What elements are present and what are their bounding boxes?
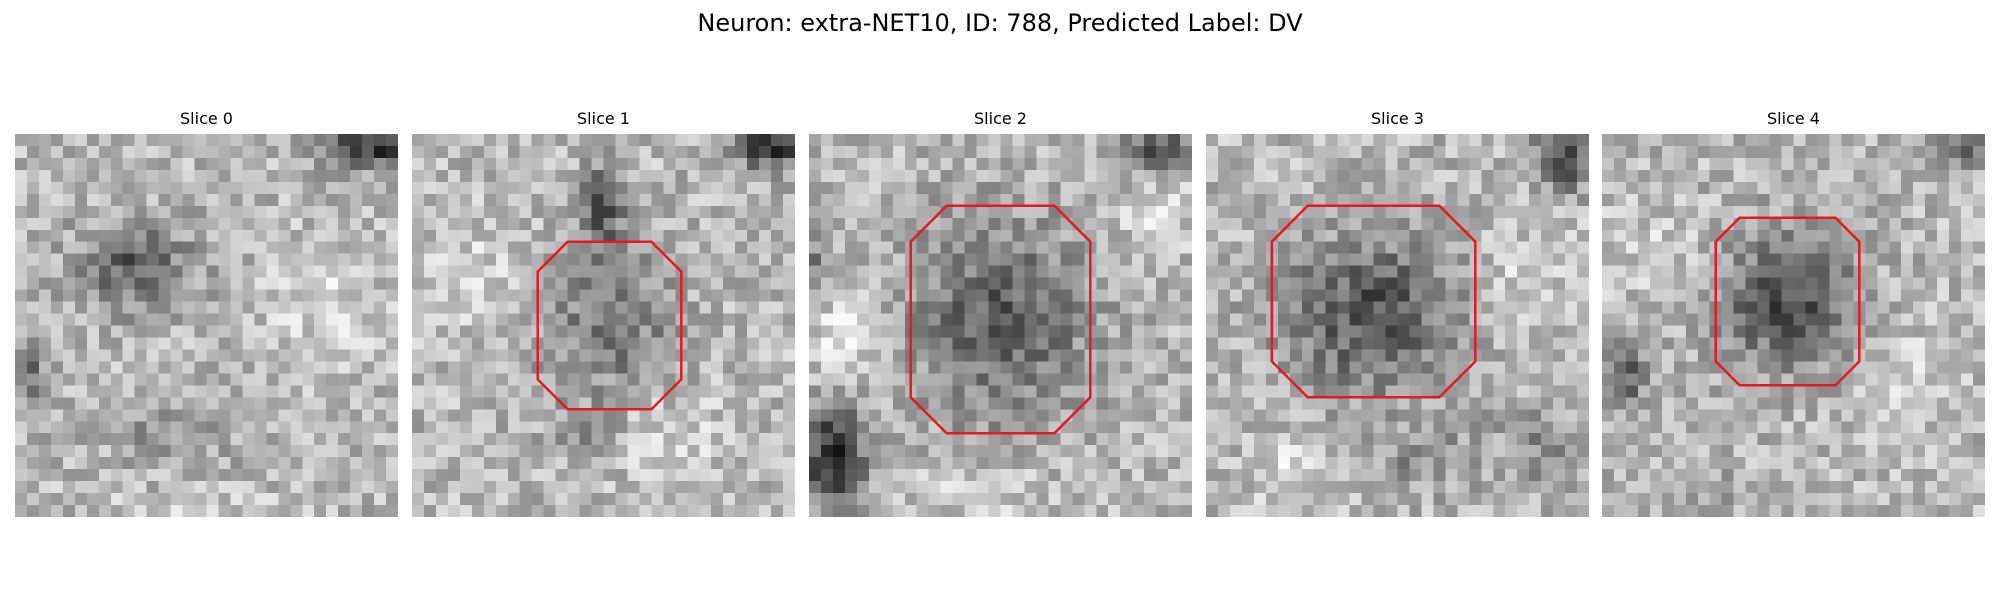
slice-title: Slice 3 xyxy=(1371,109,1424,128)
figure-title: Neuron: extra-NET10, ID: 788, Predicted … xyxy=(697,9,1303,37)
slice-title: Slice 4 xyxy=(1767,109,1820,128)
slice-image-svg xyxy=(412,134,795,517)
slice-panel-4: Slice 4 xyxy=(1602,0,1985,520)
neuron-contour xyxy=(536,240,683,411)
slice-image xyxy=(1602,134,1985,517)
slice-panel-3: Slice 3 xyxy=(1206,0,1589,520)
neuron-contour xyxy=(1714,216,1861,387)
slice-image xyxy=(1206,134,1589,517)
slice-title: Slice 0 xyxy=(180,109,233,128)
neuron-contour xyxy=(909,204,1092,435)
pixel-grid xyxy=(412,134,795,517)
slice-image-svg xyxy=(15,134,398,517)
slice-image-svg xyxy=(1602,134,1985,517)
pixel-grid xyxy=(1206,134,1589,517)
slice-panel-2: Slice 2 xyxy=(809,0,1192,520)
slice-title: Slice 2 xyxy=(974,109,1027,128)
slice-image xyxy=(809,134,1192,517)
pixel-grid xyxy=(1602,134,1985,517)
slice-image-svg xyxy=(809,134,1192,517)
slice-image-svg xyxy=(1206,134,1589,517)
slice-panel-0: Slice 0 xyxy=(15,0,398,520)
slice-panel-1: Slice 1 xyxy=(412,0,795,520)
neuron-contour xyxy=(1270,204,1477,399)
slice-image xyxy=(15,134,398,517)
slice-image xyxy=(412,134,795,517)
slice-title: Slice 1 xyxy=(577,109,630,128)
pixel-grid xyxy=(809,134,1192,517)
pixel-grid xyxy=(15,134,398,517)
